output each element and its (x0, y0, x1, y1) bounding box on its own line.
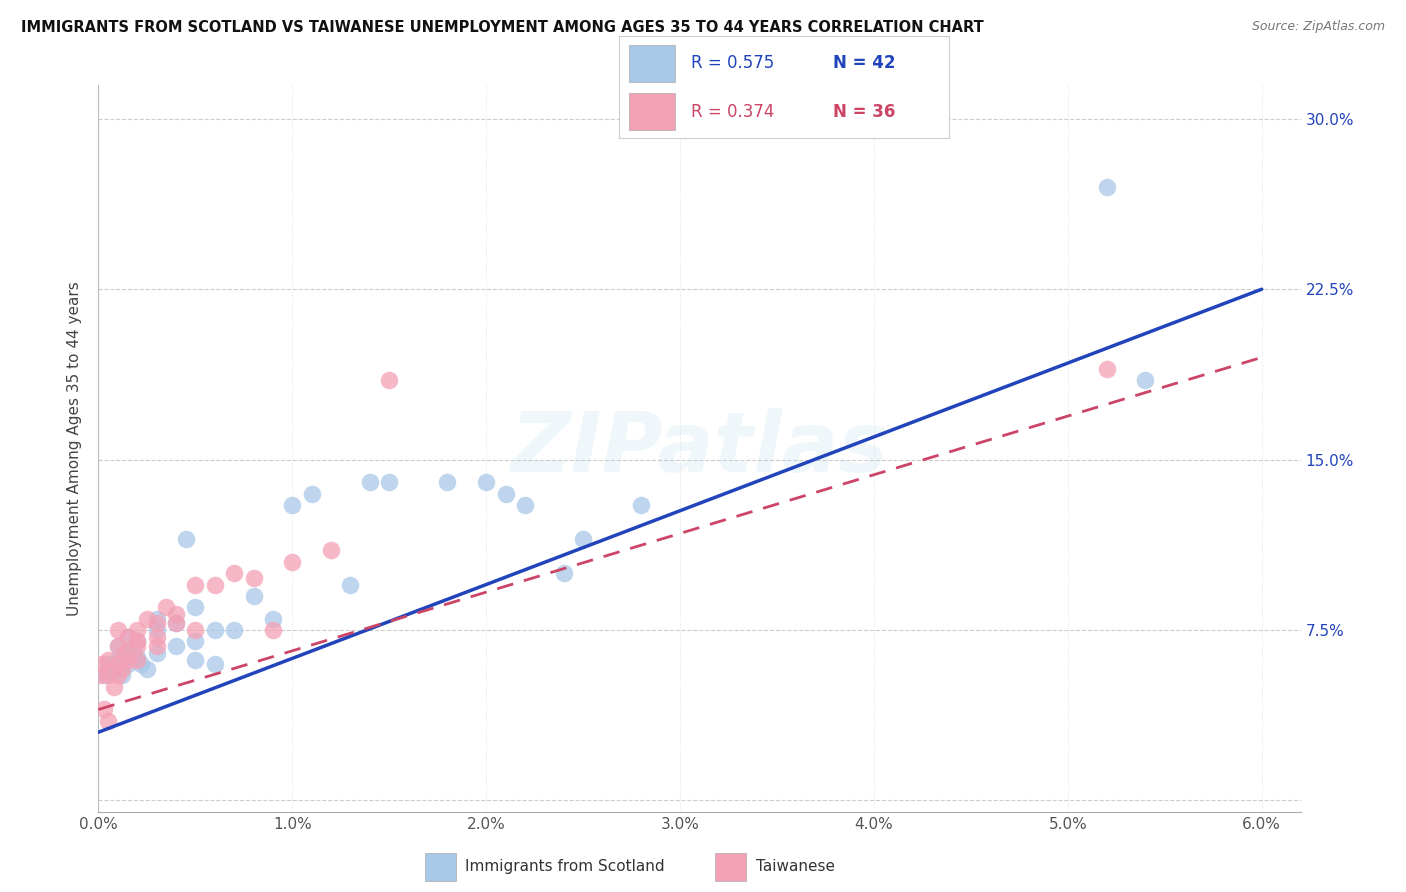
Point (117, 630, 139, 644)
Point (165, 607, 187, 621)
Point (127, 650, 149, 665)
Point (1095, 361, 1118, 376)
Point (127, 634, 149, 648)
Point (145, 646, 167, 660)
Point (107, 639, 129, 653)
Point (97, 668, 120, 682)
Point (112, 646, 135, 660)
Point (378, 475, 401, 490)
Point (107, 623, 129, 637)
Point (281, 555, 304, 569)
Point (97, 652, 120, 666)
Point (91, 657, 114, 671)
Point (301, 486, 323, 500)
Point (145, 630, 167, 644)
Point (1135, 373, 1157, 387)
Point (204, 657, 226, 671)
Point (145, 616, 167, 631)
Point (436, 475, 458, 490)
Point (97, 714, 120, 728)
FancyBboxPatch shape (628, 93, 675, 130)
FancyBboxPatch shape (628, 45, 675, 82)
Point (117, 630, 139, 644)
Point (184, 634, 207, 648)
Text: Taiwanese: Taiwanese (755, 859, 835, 873)
Point (204, 577, 226, 591)
Point (127, 652, 149, 666)
Point (165, 616, 187, 631)
Point (339, 577, 361, 591)
Point (495, 486, 517, 500)
Point (242, 589, 264, 603)
Text: Immigrants from Scotland: Immigrants from Scotland (465, 859, 665, 873)
Point (224, 566, 246, 581)
Text: Source: ZipAtlas.com: Source: ZipAtlas.com (1251, 20, 1385, 33)
Point (224, 623, 246, 637)
Point (165, 616, 187, 631)
FancyBboxPatch shape (716, 854, 747, 881)
Point (111, 662, 134, 676)
Point (117, 657, 139, 671)
Point (572, 532, 595, 546)
Point (319, 543, 342, 558)
Text: R = 0.575: R = 0.575 (692, 54, 775, 72)
Point (184, 623, 207, 637)
Point (107, 639, 129, 653)
Point (127, 639, 149, 653)
Point (553, 566, 575, 581)
Point (1095, 180, 1118, 194)
Point (107, 652, 129, 666)
Point (184, 652, 207, 666)
Point (630, 498, 652, 512)
Text: N = 36: N = 36 (834, 103, 896, 120)
Text: R = 0.374: R = 0.374 (692, 103, 775, 120)
Point (174, 532, 197, 546)
Y-axis label: Unemployment Among Ages 35 to 44 years: Unemployment Among Ages 35 to 44 years (66, 281, 82, 615)
Point (204, 623, 226, 637)
Point (359, 475, 381, 490)
Point (107, 657, 129, 671)
Point (93, 702, 115, 716)
Point (127, 634, 149, 648)
Point (475, 475, 498, 490)
Point (281, 498, 304, 512)
Text: N = 42: N = 42 (834, 54, 896, 72)
Point (103, 680, 125, 694)
Point (184, 600, 207, 615)
Point (129, 657, 152, 671)
Point (112, 646, 135, 660)
Point (165, 639, 187, 653)
Point (117, 652, 139, 666)
Point (127, 623, 149, 637)
Point (103, 662, 125, 676)
Point (184, 577, 207, 591)
Point (135, 612, 157, 626)
Point (107, 668, 129, 682)
Point (262, 623, 284, 637)
FancyBboxPatch shape (425, 854, 456, 881)
Point (513, 498, 536, 512)
Point (97, 657, 120, 671)
Point (122, 646, 145, 660)
Point (135, 662, 157, 676)
Point (242, 571, 264, 585)
Point (89, 668, 111, 682)
Point (93, 668, 115, 682)
Point (145, 612, 167, 626)
Text: ZIPatlas: ZIPatlas (510, 408, 889, 489)
Point (145, 639, 167, 653)
Text: IMMIGRANTS FROM SCOTLAND VS TAIWANESE UNEMPLOYMENT AMONG AGES 35 TO 44 YEARS COR: IMMIGRANTS FROM SCOTLAND VS TAIWANESE UN… (21, 20, 984, 35)
Point (111, 668, 134, 682)
Point (145, 623, 167, 637)
Point (155, 600, 177, 615)
Point (262, 612, 284, 626)
Point (378, 373, 401, 387)
